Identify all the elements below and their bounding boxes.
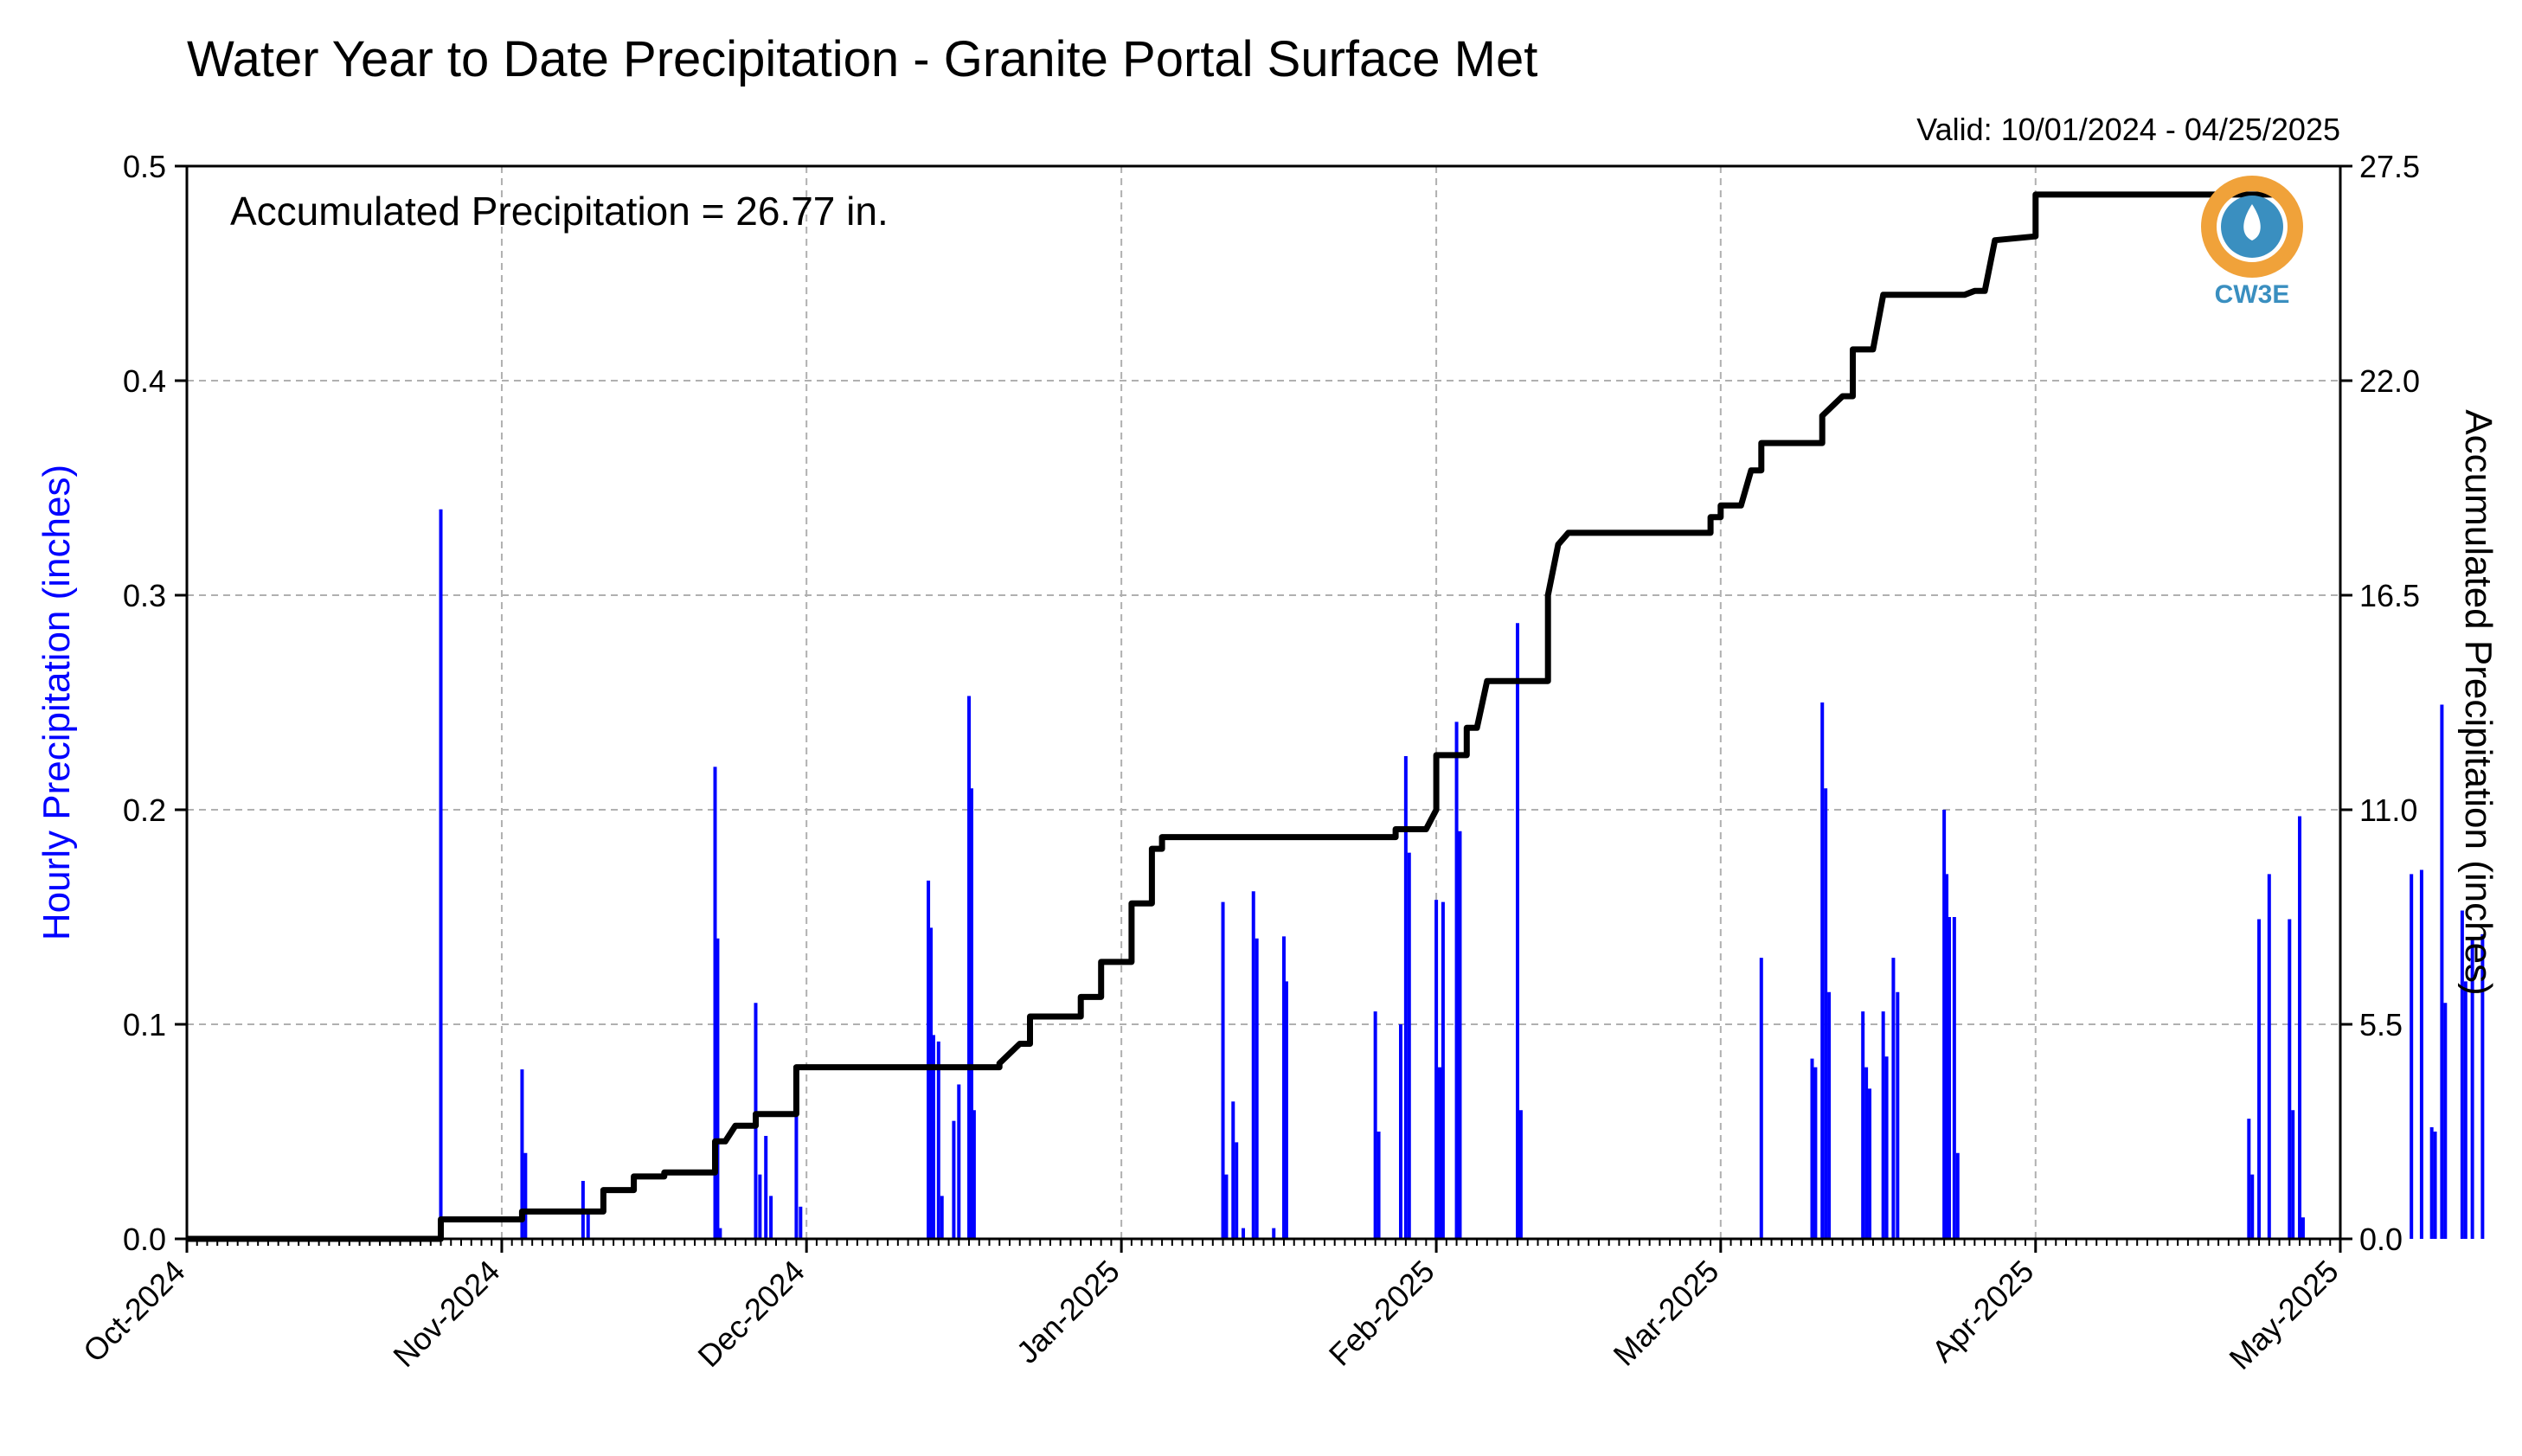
x-tick-label: Dec-2024 (690, 1254, 811, 1374)
right-y-tick-label: 5.5 (2359, 1007, 2403, 1042)
gridlines (187, 166, 2340, 1239)
x-tick-label: May-2025 (2222, 1254, 2345, 1376)
plot-frame (185, 164, 2342, 1241)
logo-ring-icon (2201, 176, 2303, 278)
x-axis: Oct-2024 Nov-2024 Dec-2024 Jan-2025 Feb-2025… (76, 1239, 2346, 1376)
cw3e-logo: CW3E (2201, 176, 2303, 309)
x-tick-label: Feb-2025 (1322, 1254, 1441, 1373)
right-y-tick-label: 27.5 (2359, 149, 2420, 184)
left-y-tick-label: 0.5 (123, 149, 166, 184)
accumulated-line (187, 191, 2280, 1242)
right-y-tick-label: 0.0 (2359, 1222, 2403, 1257)
right-y-tick-label: 11.0 (2359, 792, 2417, 828)
x-tick-label: Oct-2024 (76, 1254, 192, 1369)
left-y-tick-label: 0.1 (123, 1007, 166, 1042)
left-y-tick-label: 0.0 (123, 1222, 166, 1257)
hourly-bars (439, 509, 2485, 1239)
left-y-tick-label: 0.3 (123, 578, 166, 613)
x-tick-label: Apr-2025 (1925, 1254, 2041, 1369)
left-y-axis-label: Hourly Precipitation (inches) (35, 465, 78, 940)
accumulated-annotation: Accumulated Precipitation = 26.77 in. (230, 189, 889, 234)
right-y-axis: 0.0 5.5 11.0 16.5 22.0 27.5 (2340, 149, 2420, 1257)
right-y-tick-label: 16.5 (2359, 578, 2420, 613)
left-y-axis: 0.0 0.1 0.2 0.3 0.4 0.5 (123, 149, 187, 1257)
logo-drop-icon (2243, 204, 2261, 241)
valid-range: Valid: 10/01/2024 - 04/25/2025 (1916, 112, 2340, 147)
left-y-tick-label: 0.2 (123, 792, 166, 828)
chart-title: Water Year to Date Precipitation - Grani… (187, 31, 1537, 87)
right-y-tick-label: 22.0 (2359, 363, 2420, 399)
right-y-axis-label: Accumulated Precipitation (inches) (2457, 409, 2500, 995)
left-y-tick-label: 0.4 (123, 363, 166, 399)
x-tick-label: Nov-2024 (386, 1254, 506, 1374)
x-tick-label: Mar-2025 (1607, 1254, 1726, 1373)
x-tick-label: Jan-2025 (1010, 1254, 1126, 1370)
logo-text: CW3E (2215, 280, 2290, 309)
